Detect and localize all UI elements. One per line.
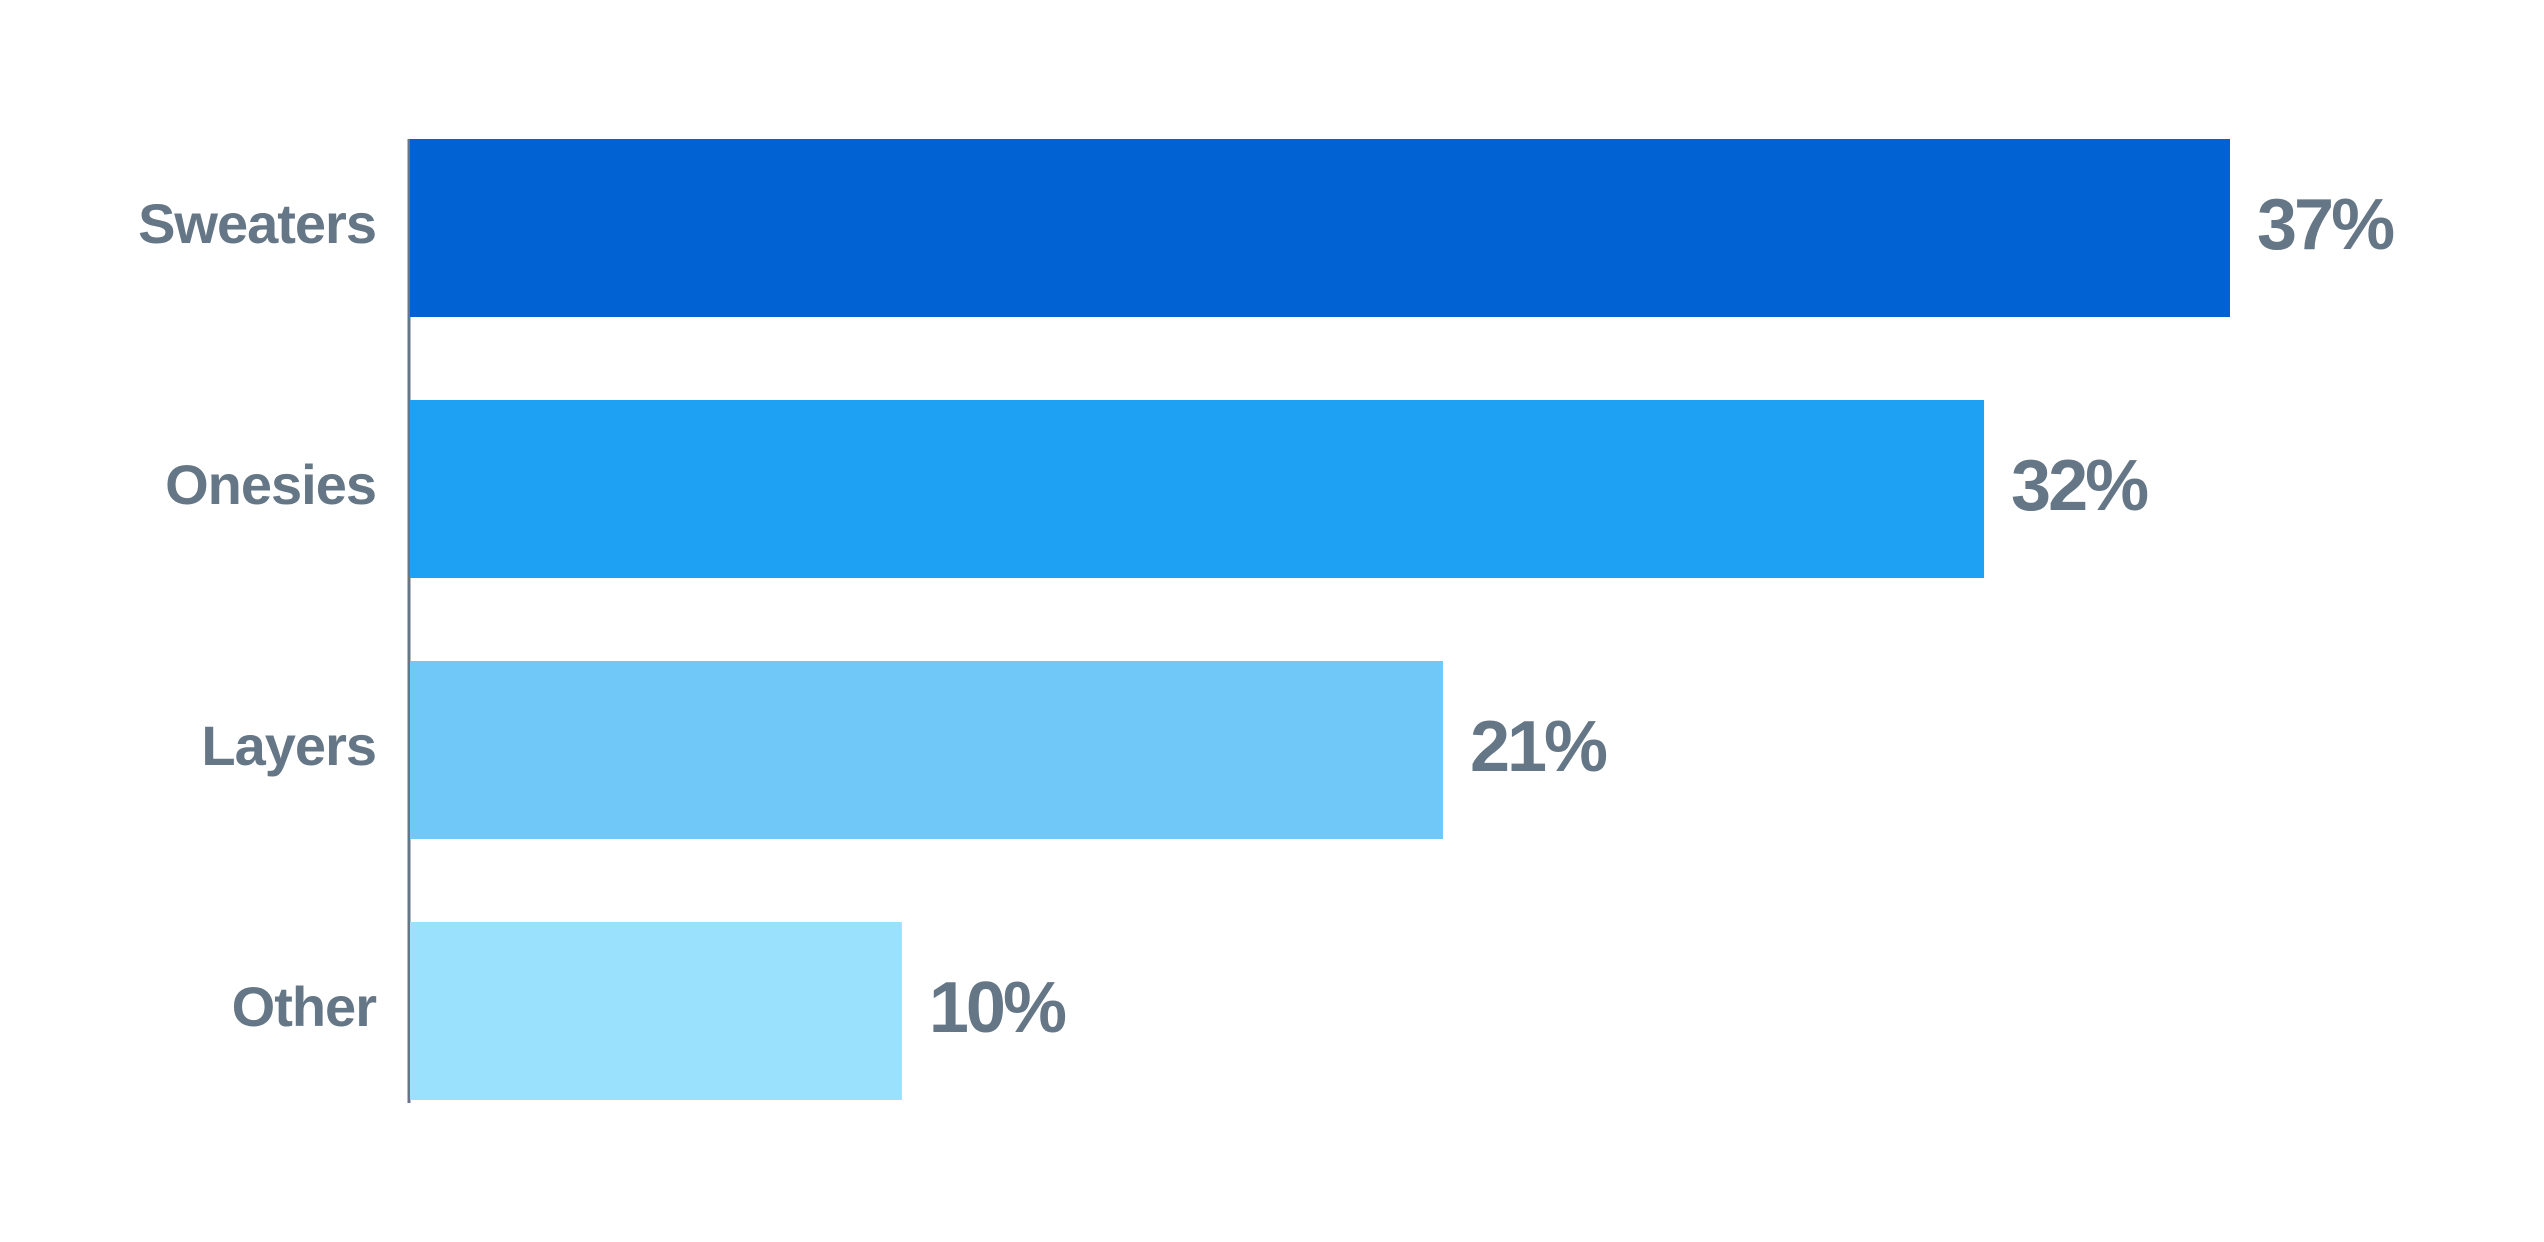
category-label: Other [232,975,377,1038]
category-label: Sweaters [138,192,376,255]
bar [410,922,902,1100]
value-label: 32% [2011,446,2148,526]
category-label: Layers [201,714,376,777]
value-label: 21% [1470,707,1607,787]
value-label: 10% [929,968,1066,1048]
category-label: Onesies [165,453,376,516]
bar [410,661,1443,839]
value-label: 37% [2257,185,2394,265]
bar [410,139,2230,317]
bar [410,400,1985,578]
